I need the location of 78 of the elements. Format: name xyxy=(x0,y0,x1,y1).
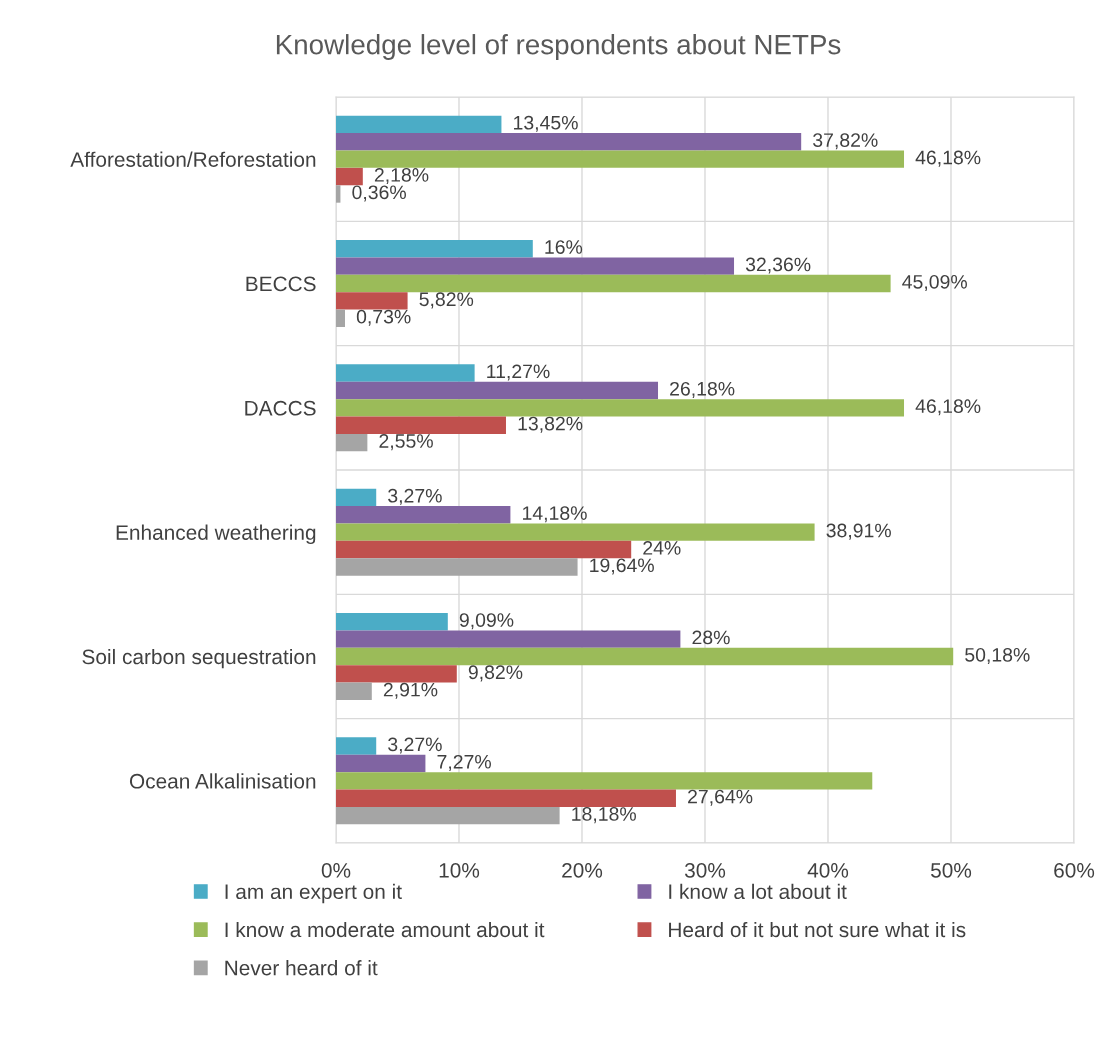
bar xyxy=(336,806,560,825)
bar xyxy=(336,665,457,683)
legend-label: Heard of it but not sure what it is xyxy=(669,921,966,938)
bar xyxy=(336,754,426,773)
data-label: 11,27% xyxy=(487,364,550,381)
bar xyxy=(336,115,502,134)
data-label: 28% xyxy=(692,630,730,645)
y-tick-label: BECCS xyxy=(246,276,316,292)
data-label: 2,55% xyxy=(379,434,433,451)
bar xyxy=(336,399,905,417)
data-label: 45,09% xyxy=(902,274,967,292)
data-label: 26,18% xyxy=(670,381,735,398)
bar xyxy=(336,416,506,434)
data-label: 38,91% xyxy=(826,523,891,540)
data-label: 46,18% xyxy=(915,399,981,416)
y-tick-label: Soil carbon sequestration xyxy=(82,648,316,669)
y-tick-label: DACCS xyxy=(245,400,316,416)
bar xyxy=(336,630,681,648)
x-tick-label: 10% xyxy=(439,862,480,878)
data-label: 50,18% xyxy=(965,647,1030,665)
bar xyxy=(336,150,905,168)
data-label: 19,64% xyxy=(590,558,654,575)
data-label: 7,27% xyxy=(437,754,491,771)
bar xyxy=(336,737,377,755)
x-tick-label: 0% xyxy=(321,862,351,878)
legend-label: I am an expert on it xyxy=(225,883,402,904)
bar xyxy=(336,381,659,400)
legend-label: Never heard of it xyxy=(225,960,378,976)
bar xyxy=(336,682,372,701)
chart-title: Knowledge level of respondents about NETPs xyxy=(276,34,841,60)
bar xyxy=(336,558,578,576)
x-tick-label: 20% xyxy=(562,862,603,878)
bar xyxy=(336,772,873,790)
data-label: 13,82% xyxy=(518,416,583,433)
bar xyxy=(336,364,475,382)
bar xyxy=(336,612,448,631)
bar xyxy=(336,239,533,258)
bar xyxy=(336,133,802,151)
bar xyxy=(336,292,408,310)
data-label: 3,27% xyxy=(388,737,442,754)
bar xyxy=(336,540,632,559)
data-label: 14,18% xyxy=(523,506,587,523)
bar xyxy=(336,647,954,666)
bar xyxy=(336,523,815,541)
data-label: 32,36% xyxy=(745,257,811,274)
data-label: 5,82% xyxy=(419,292,474,309)
data-label: 18,18% xyxy=(572,807,636,824)
bar xyxy=(336,185,341,203)
data-label: 3,27% xyxy=(388,488,442,505)
bar xyxy=(336,789,676,807)
data-label: 37,82% xyxy=(813,133,878,150)
bar xyxy=(336,274,891,293)
bar xyxy=(336,309,345,328)
data-label: 16% xyxy=(545,240,583,254)
x-tick-label: 30% xyxy=(684,862,726,878)
legend-label: I know a lot about it xyxy=(669,883,847,900)
legend-label: I know a moderate amount about it xyxy=(225,921,545,938)
bar xyxy=(336,257,735,275)
data-label: 27,64% xyxy=(688,789,753,806)
data-label: 2,91% xyxy=(383,682,438,699)
data-label: 0,73% xyxy=(356,309,411,326)
data-label: 46,18% xyxy=(915,150,981,167)
data-label: 0,36% xyxy=(352,185,406,202)
y-tick-label: Enhanced weathering xyxy=(116,524,316,545)
bar xyxy=(336,488,377,507)
y-tick-label: Ocean Alkalinisation xyxy=(129,773,316,789)
x-tick-label: 50% xyxy=(930,862,972,878)
data-label: 24% xyxy=(643,541,681,555)
x-tick-label: 60% xyxy=(1054,862,1095,878)
data-label: 13,45% xyxy=(514,115,578,132)
bar xyxy=(336,506,511,524)
data-label: 9,82% xyxy=(468,665,523,682)
bar xyxy=(336,433,368,452)
bar xyxy=(336,167,363,186)
data-label: 2,18% xyxy=(374,168,429,185)
x-tick-label: 40% xyxy=(807,862,849,878)
data-label: 9,09% xyxy=(459,613,514,630)
y-tick-label: Afforestation/Reforestation xyxy=(70,151,316,167)
